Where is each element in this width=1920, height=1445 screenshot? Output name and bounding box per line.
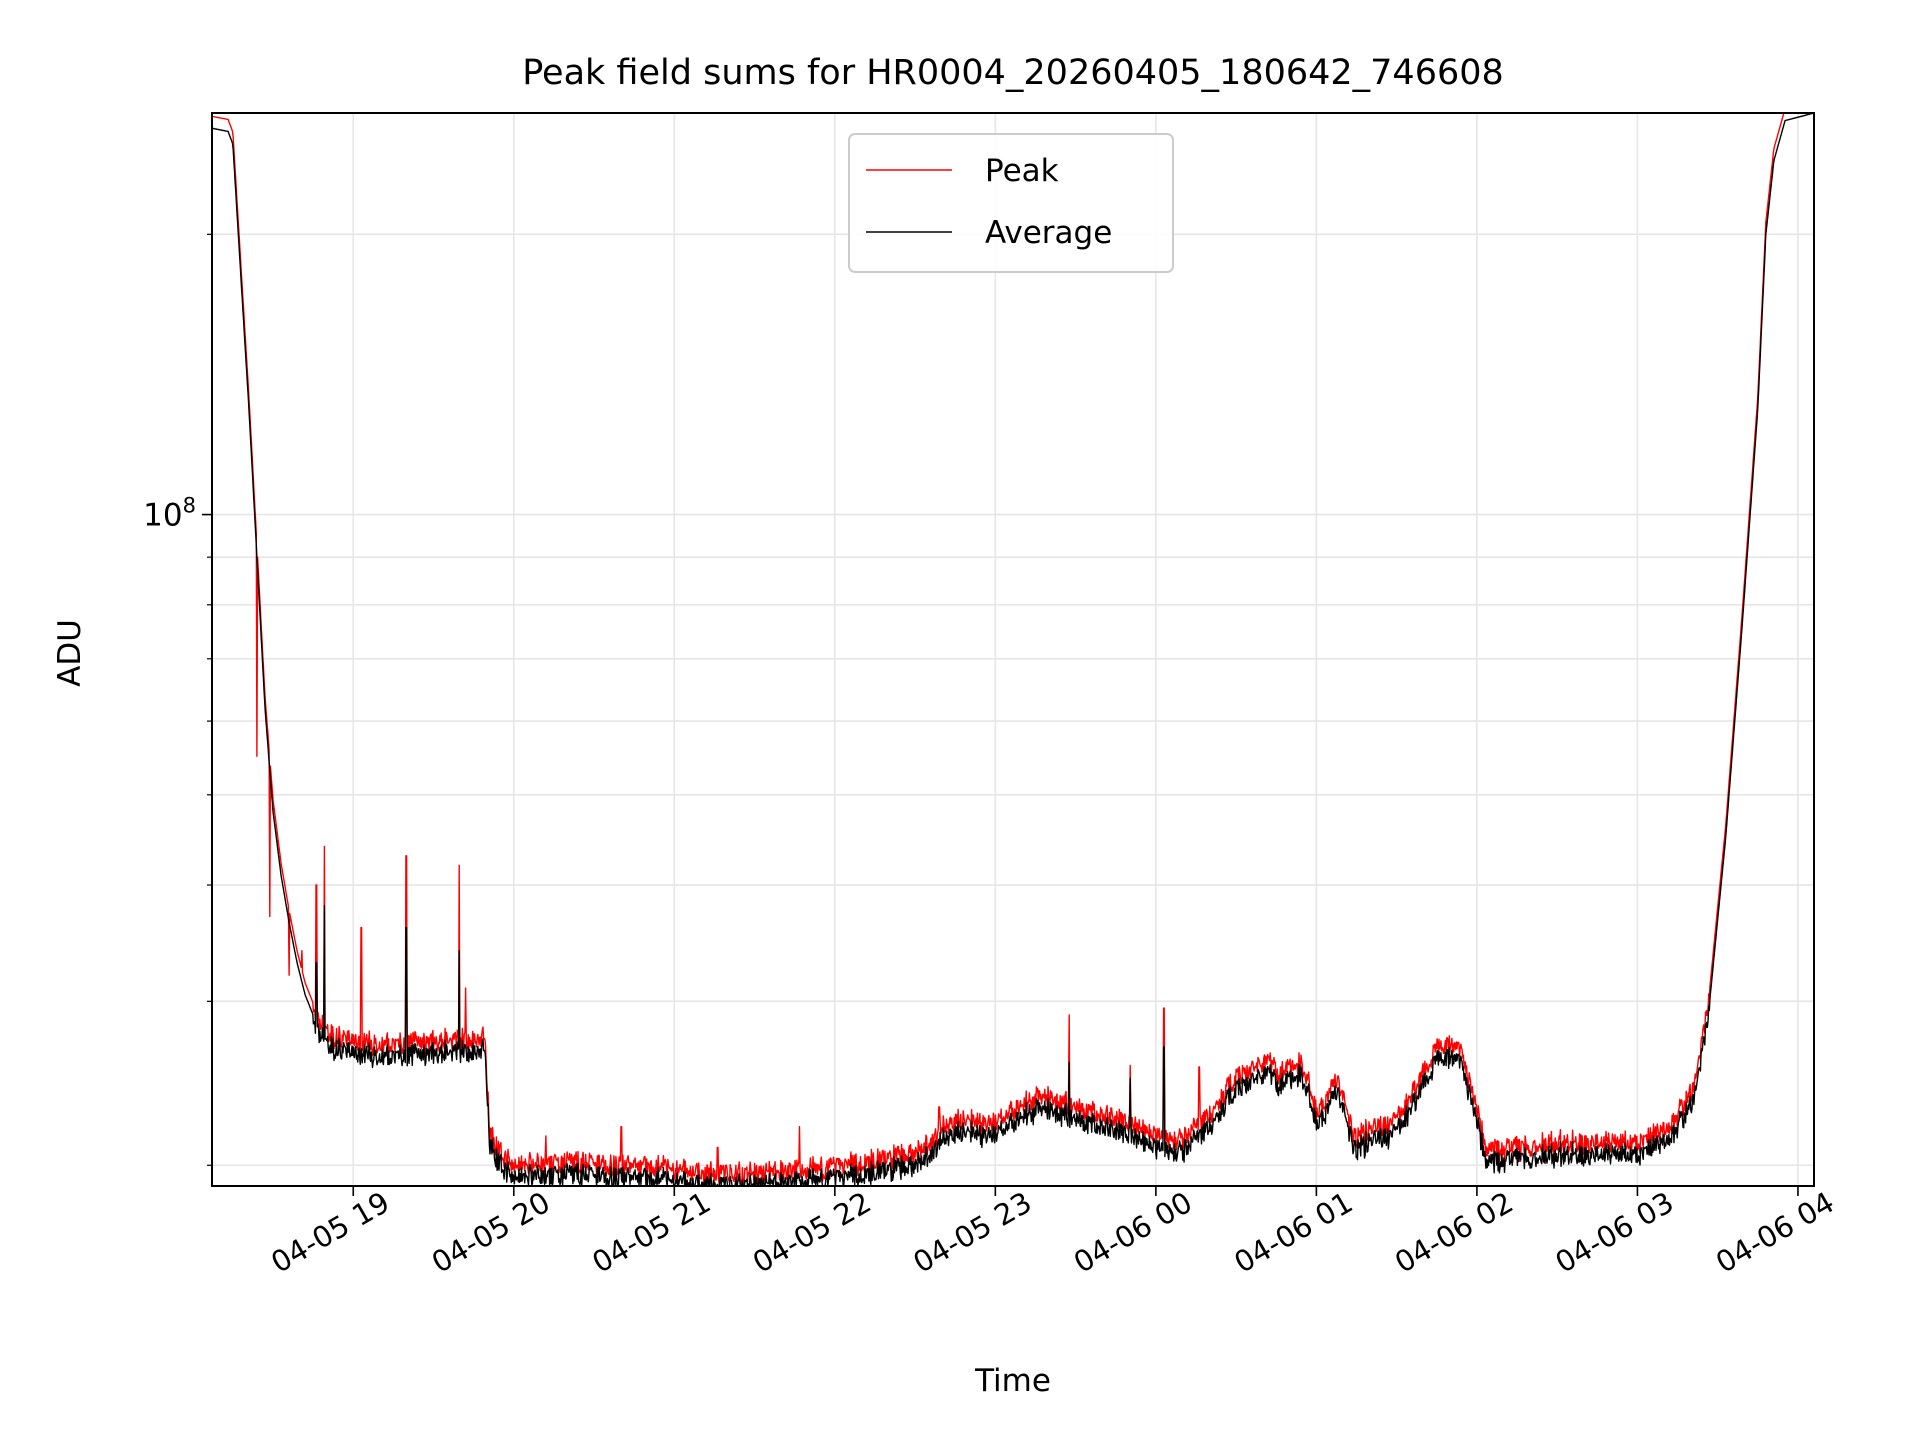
legend-label-peak: Peak	[985, 153, 1059, 189]
legend-box	[848, 133, 1174, 273]
grid-lines	[212, 113, 1814, 1186]
x-axis-label: Time	[974, 1363, 1051, 1399]
chart-title: Peak field sums for HR0004_20260405_1806…	[522, 53, 1504, 93]
y-axis-label: ADU	[52, 619, 88, 687]
series-line-average	[211, 112, 1815, 1187]
y-tick-label: 108	[143, 494, 196, 534]
legend: Peak Average	[848, 133, 1174, 273]
series-layer	[211, 112, 1815, 1187]
series-line-peak	[211, 112, 1815, 1187]
legend-label-average: Average	[985, 215, 1112, 251]
plot-frame	[211, 112, 1815, 1187]
